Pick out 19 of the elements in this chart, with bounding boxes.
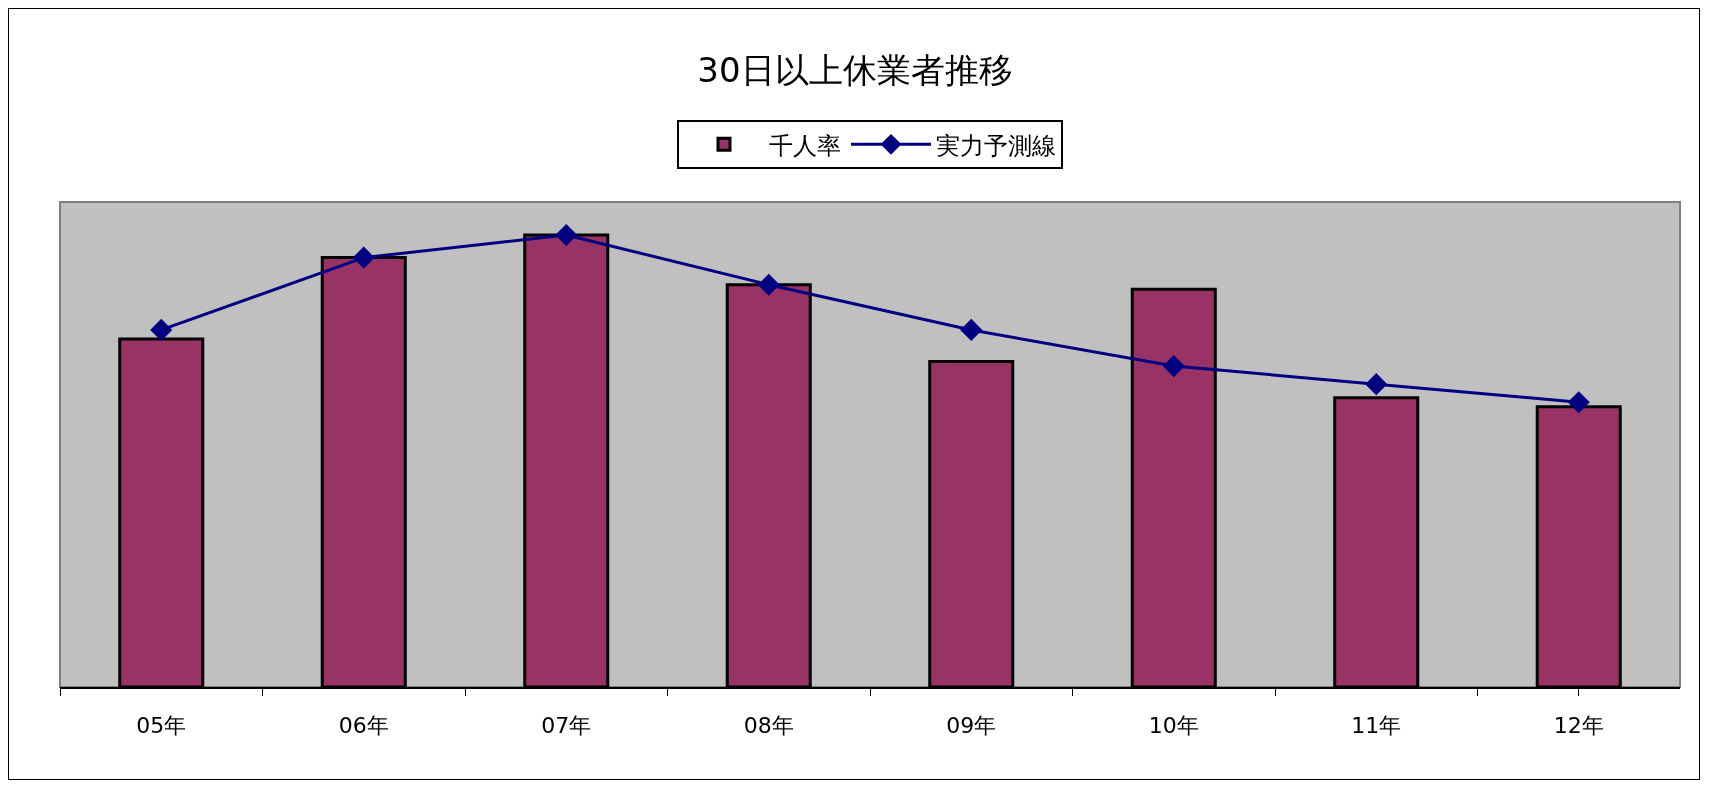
point <box>1365 373 1388 396</box>
chart-title: 30日以上休業者推移 <box>697 49 1013 90</box>
point <box>960 318 983 341</box>
x-tick-label: 08年 <box>743 713 794 739</box>
point <box>352 246 375 269</box>
x-tick-label: 11年 <box>1351 713 1402 739</box>
point <box>555 223 578 247</box>
legend-label: 実力予測線 <box>936 131 1056 160</box>
point <box>757 273 780 296</box>
x-tick-label: 12年 <box>1553 713 1604 739</box>
point <box>1162 355 1185 378</box>
x-tick-label: 06年 <box>338 713 389 739</box>
legend-label: 千人率 <box>769 131 841 160</box>
point <box>150 318 173 341</box>
x-tick-label: 10年 <box>1148 713 1199 739</box>
x-tick-label: 05年 <box>136 713 187 739</box>
x-tick-label: 07年 <box>541 713 592 739</box>
x-tick-label: 09年 <box>946 713 997 739</box>
point <box>1567 391 1590 414</box>
